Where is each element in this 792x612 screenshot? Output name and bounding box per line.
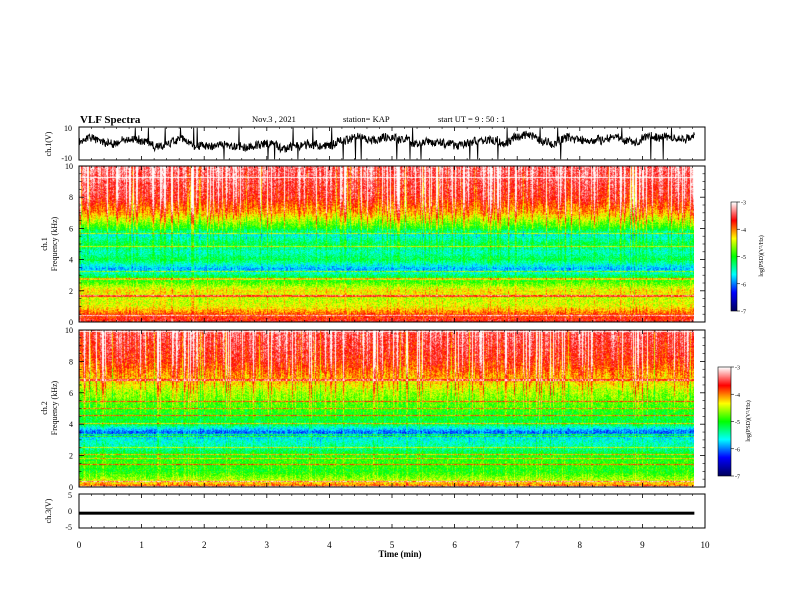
colorbar-tick-label: -6 [741,282,746,288]
start-time-label: start UT = 9 : 50 : 1 [438,114,505,124]
ch3-ylabel: ch.3(V) [44,498,53,523]
ch3-waveform-panel: 5 0 -5 ch.3(V) [44,491,706,532]
ch1-colorbar-ticks: -3 -4 -5 -6 -7 [737,201,746,316]
ch2-spectrogram-image [79,330,694,487]
colorbar-tick-label: -3 [741,201,746,207]
colorbar-tick-label: -5 [741,255,746,261]
ch2-colorbar-gradient [718,367,731,476]
ch3-waveform-xticks [78,494,706,528]
time-axis-label: Time (min) [378,549,421,559]
ch1-ylabel: ch.1(V) [44,131,53,156]
date-label: Nov.3 , 2021 [252,114,296,124]
freq-tick-label: 8 [69,193,73,202]
freq-tick-label: 4 [69,420,73,429]
ch3-ytick-bottom: -5 [65,523,72,532]
ch1-waveform-frame [78,126,706,161]
colorbar-tick-label: -4 [735,393,740,399]
colorbar-tick-label: -7 [735,475,740,481]
colorbar-tick-label: -7 [741,310,746,316]
ch2-freq-ticks: 0 2 4 6 8 10 [65,326,705,492]
time-tick-label: 7 [515,540,520,550]
colorbar-tick-label: -3 [735,366,740,372]
time-tick-label: 0 [77,540,82,550]
time-tick-label: 10 [701,540,711,550]
ch1-colorbar: -3 -4 -5 -6 -7 log(PSD)(V²/Hz) [730,201,765,316]
ch1-spectrogram-xticks [78,166,706,322]
ch3-ytick-mid: 0 [68,507,72,516]
ch2-spectrogram-panel: 0 2 4 6 8 10 ch.2 Frequency (kHz) [40,326,706,492]
ch1-spectrogram-ylabel: Frequency (kHz) [50,216,59,271]
time-tick-label: 1 [139,540,144,550]
ch2-spectrogram-xticks [78,330,706,487]
freq-tick-label: 0 [69,318,73,327]
freq-tick-label: 10 [65,162,73,171]
ch1-spectrogram-panel: 0 2 4 6 8 10 ch.1 Frequency (kHz) [40,162,706,327]
ch3-ytick-top: 5 [68,491,72,500]
time-tick-label: 8 [578,540,583,550]
freq-tick-label: 0 [69,483,73,492]
ch3-waveform-frame [78,493,706,529]
colorbar-tick-label: -4 [741,228,746,234]
freq-tick-label: 4 [69,256,73,265]
time-tick-label: 4 [327,540,332,550]
freq-tick-label: 6 [69,389,73,398]
freq-tick-label: 2 [69,287,73,296]
ch1-waveform-line [78,127,695,160]
ch1-colorbar-gradient [731,202,737,311]
ch1-waveform-panel: 10 -10 ch.1(V) [44,124,706,163]
ch1-ytick-bottom: -10 [61,154,72,163]
freq-tick-label: 10 [65,326,73,335]
ch1-ytick-top: 10 [64,124,72,133]
ch3-waveform-band [79,511,695,515]
ch1-spectrogram-channel-label: ch.1 [40,237,49,251]
ch2-colorbar-label: log(PSD)(V²/Hz) [745,400,752,441]
time-tick-label: 2 [202,540,207,550]
ch2-spectrogram-channel-label: ch.2 [40,401,49,415]
ch2-colorbar-ticks: -3 -4 -5 -6 -7 [731,366,740,481]
time-axis-tick-labels: 0 1 2 3 4 5 6 7 8 9 10 [77,540,710,550]
colorbar-tick-label: -6 [735,447,740,453]
ch1-spectrogram-image [79,166,694,322]
figure-title: VLF Spectra [80,114,141,126]
time-tick-label: 5 [390,540,395,550]
ch1-freq-ticks: 0 2 4 6 8 10 [65,162,705,327]
freq-tick-label: 6 [69,224,73,233]
time-tick-label: 3 [265,540,270,550]
time-tick-label: 9 [640,540,645,550]
ch1-waveform-ticks [78,127,706,160]
ch2-spectrogram-ylabel: Frequency (kHz) [50,380,59,435]
station-label: station= KAP [343,114,390,124]
freq-tick-label: 2 [69,452,73,461]
ch2-colorbar: -3 -4 -5 -6 -7 log(PSD)(V²/Hz) [717,366,752,481]
ch1-colorbar-label: log(PSD)(V²/Hz) [758,235,765,276]
freq-tick-label: 8 [69,357,73,366]
time-tick-label: 6 [452,540,457,550]
colorbar-tick-label: -5 [735,420,740,426]
